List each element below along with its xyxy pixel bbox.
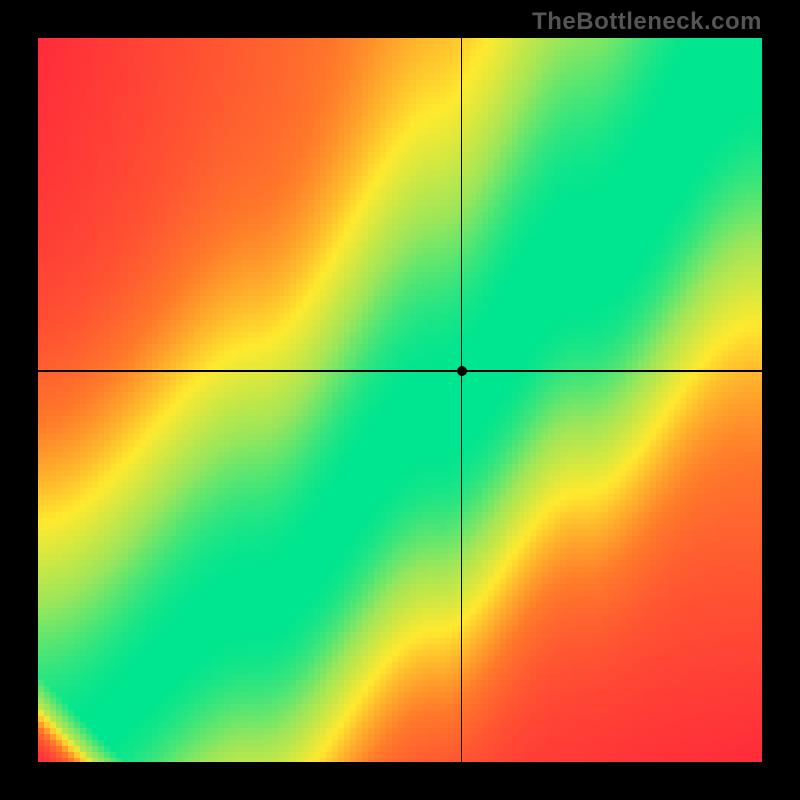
crosshair-vertical bbox=[461, 38, 463, 762]
bottleneck-heatmap bbox=[38, 38, 762, 762]
crosshair-horizontal bbox=[38, 370, 762, 372]
source-watermark: TheBottleneck.com bbox=[532, 8, 762, 36]
crosshair-point bbox=[457, 366, 467, 376]
